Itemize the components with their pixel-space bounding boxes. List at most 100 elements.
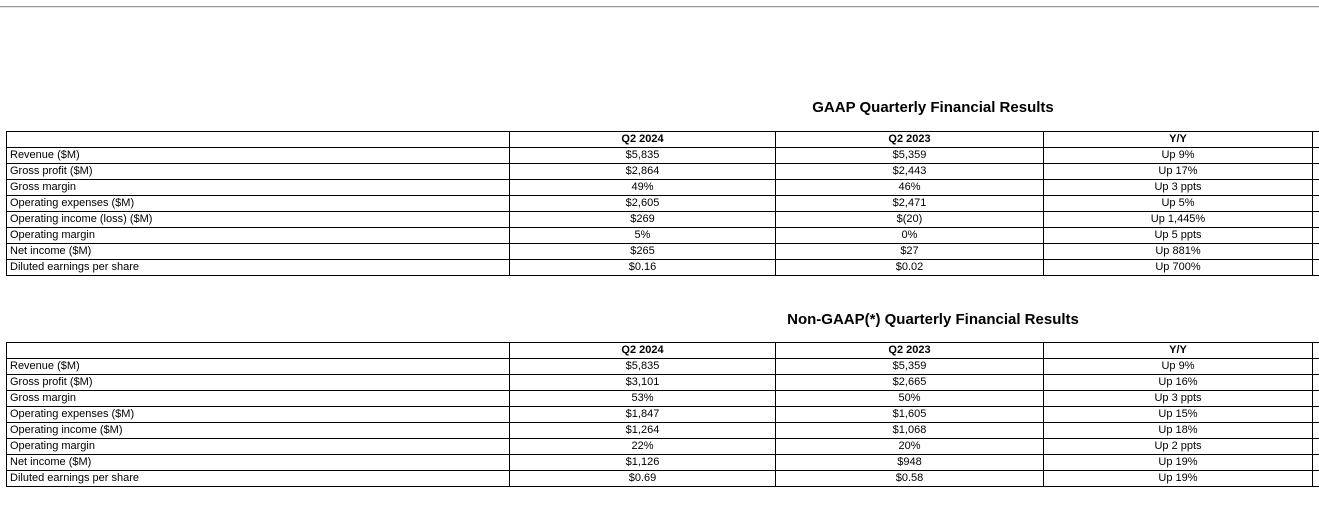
metric-label: Operating margin [6,438,510,455]
yoy-value: Up 17% [1043,163,1313,180]
q2-2024-value: $2,605 [509,195,776,212]
q2-2024-value: $1,847 [509,406,776,423]
yoy-value: Up 5% [1043,195,1313,212]
table-row-revenue: Revenue ($M) $5,835 $5,359 Up 9% [6,147,1319,164]
table-row-revenue: Revenue ($M) $5,835 $5,359 Up 9% [6,358,1319,375]
yoy-value: Up 16% [1043,374,1313,391]
gaap-table-title: GAAP Quarterly Financial Results [812,99,1054,116]
gaap-results-table: Q2 2024 Q2 2023 Y/Y Revenue ($M) $5,835 … [6,131,1319,276]
header-empty [1312,342,1319,359]
nongaap-results-table: Q2 2024 Q2 2023 Y/Y Revenue ($M) $5,835 … [6,342,1319,487]
q2-2024-value: $2,864 [509,163,776,180]
q2-2023-value: $948 [775,454,1044,471]
header-q2-2023: Q2 2023 [775,131,1044,148]
yoy-value: Up 19% [1043,470,1313,487]
table-row-operating-margin: Operating margin 5% 0% Up 5 ppts [6,227,1319,244]
table-row-diluted-eps: Diluted earnings per share $0.16 $0.02 U… [6,259,1319,276]
empty-cell [1312,179,1319,196]
q2-2023-value: $2,665 [775,374,1044,391]
q2-2024-value: $1,126 [509,454,776,471]
yoy-value: Up 9% [1043,147,1313,164]
header-empty [1312,131,1319,148]
metric-label: Net income ($M) [6,243,510,260]
metric-label: Revenue ($M) [6,147,510,164]
header-metric [6,131,510,148]
metric-label: Operating income (loss) ($M) [6,211,510,228]
empty-cell [1312,195,1319,212]
table-row-net-income: Net income ($M) $265 $27 Up 881% [6,243,1319,260]
metric-label: Operating expenses ($M) [6,195,510,212]
yoy-value: Up 18% [1043,422,1313,439]
metric-label: Gross margin [6,179,510,196]
yoy-value: Up 2 ppts [1043,438,1313,455]
table-row-gross-margin: Gross margin 49% 46% Up 3 ppts [6,179,1319,196]
table-row-net-income: Net income ($M) $1,126 $948 Up 19% [6,454,1319,471]
nongaap-table-title: Non-GAAP(*) Quarterly Financial Results [787,311,1079,328]
yoy-value: Up 9% [1043,358,1313,375]
empty-cell [1312,470,1319,487]
header-metric [6,342,510,359]
empty-cell [1312,422,1319,439]
q2-2023-value: $0.58 [775,470,1044,487]
empty-cell [1312,454,1319,471]
metric-label: Gross profit ($M) [6,163,510,180]
yoy-value: Up 1,445% [1043,211,1313,228]
header-yoy: Y/Y [1043,131,1313,148]
empty-cell [1312,163,1319,180]
q2-2023-value: 50% [775,390,1044,407]
top-divider-line [0,6,1319,8]
q2-2023-value: 46% [775,179,1044,196]
q2-2023-value: $1,605 [775,406,1044,423]
table-row-operating-income: Operating income ($M) $1,264 $1,068 Up 1… [6,422,1319,439]
metric-label: Diluted earnings per share [6,259,510,276]
metric-label: Gross margin [6,390,510,407]
table-row-gross-profit: Gross profit ($M) $3,101 $2,665 Up 16% [6,374,1319,391]
metric-label: Diluted earnings per share [6,470,510,487]
yoy-value: Up 700% [1043,259,1313,276]
empty-cell [1312,390,1319,407]
q2-2024-value: 5% [509,227,776,244]
table-header-row: Q2 2024 Q2 2023 Y/Y [6,342,1319,359]
empty-cell [1312,211,1319,228]
yoy-value: Up 3 ppts [1043,390,1313,407]
q2-2023-value: $(20) [775,211,1044,228]
table-row-operating-expenses: Operating expenses ($M) $1,847 $1,605 Up… [6,406,1319,423]
metric-label: Operating margin [6,227,510,244]
empty-cell [1312,374,1319,391]
table-row-gross-profit: Gross profit ($M) $2,864 $2,443 Up 17% [6,163,1319,180]
q2-2024-value: $5,835 [509,358,776,375]
header-yoy: Y/Y [1043,342,1313,359]
empty-cell [1312,438,1319,455]
empty-cell [1312,147,1319,164]
metric-label: Operating income ($M) [6,422,510,439]
q2-2024-value: $3,101 [509,374,776,391]
header-q2-2024: Q2 2024 [509,131,776,148]
q2-2024-value: 53% [509,390,776,407]
yoy-value: Up 5 ppts [1043,227,1313,244]
q2-2023-value: $1,068 [775,422,1044,439]
q2-2023-value: 20% [775,438,1044,455]
table-row-operating-margin: Operating margin 22% 20% Up 2 ppts [6,438,1319,455]
q2-2024-value: 22% [509,438,776,455]
q2-2023-value: $2,471 [775,195,1044,212]
q2-2023-value: $0.02 [775,259,1044,276]
table-row-operating-expenses: Operating expenses ($M) $2,605 $2,471 Up… [6,195,1319,212]
header-q2-2023: Q2 2023 [775,342,1044,359]
empty-cell [1312,358,1319,375]
q2-2023-value: $5,359 [775,358,1044,375]
yoy-value: Up 3 ppts [1043,179,1313,196]
q2-2024-value: $0.69 [509,470,776,487]
q2-2023-value: $5,359 [775,147,1044,164]
table-header-row: Q2 2024 Q2 2023 Y/Y [6,131,1319,148]
metric-label: Gross profit ($M) [6,374,510,391]
q2-2024-value: $5,835 [509,147,776,164]
metric-label: Operating expenses ($M) [6,406,510,423]
q2-2023-value: 0% [775,227,1044,244]
metric-label: Net income ($M) [6,454,510,471]
table-row-operating-income-loss: Operating income (loss) ($M) $269 $(20) … [6,211,1319,228]
q2-2024-value: $1,264 [509,422,776,439]
empty-cell [1312,406,1319,423]
table-row-gross-margin: Gross margin 53% 50% Up 3 ppts [6,390,1319,407]
yoy-value: Up 15% [1043,406,1313,423]
